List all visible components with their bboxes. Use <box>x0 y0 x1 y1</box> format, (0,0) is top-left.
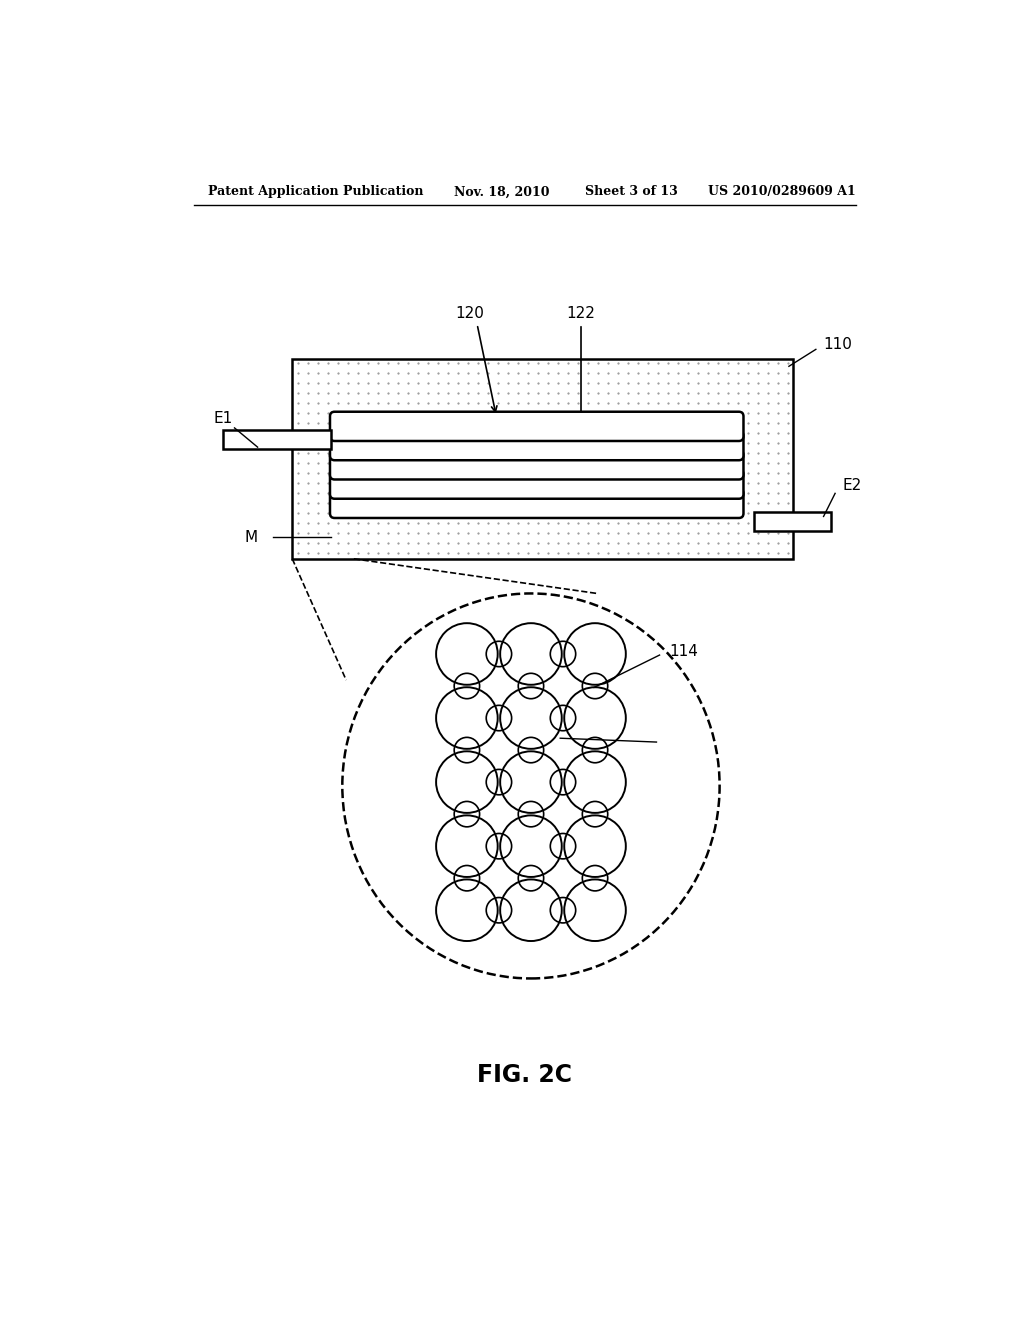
Bar <box>755 512 831 532</box>
Text: 114: 114 <box>670 644 698 659</box>
Text: 120: 120 <box>455 306 483 322</box>
Ellipse shape <box>342 594 720 978</box>
FancyBboxPatch shape <box>330 450 743 479</box>
Text: E1: E1 <box>213 411 232 426</box>
FancyBboxPatch shape <box>330 470 743 499</box>
Text: Patent Application Publication: Patent Application Publication <box>208 185 423 198</box>
Text: FIG. 2C: FIG. 2C <box>477 1063 572 1086</box>
FancyBboxPatch shape <box>330 488 743 517</box>
FancyBboxPatch shape <box>330 432 743 461</box>
Text: Nov. 18, 2010: Nov. 18, 2010 <box>454 185 550 198</box>
FancyBboxPatch shape <box>330 412 743 441</box>
Bar <box>223 430 331 449</box>
Text: US 2010/0289609 A1: US 2010/0289609 A1 <box>708 185 856 198</box>
Text: 110: 110 <box>823 337 852 352</box>
Text: Sheet 3 of 13: Sheet 3 of 13 <box>585 185 678 198</box>
Text: 122: 122 <box>566 306 595 322</box>
Text: E2: E2 <box>843 478 862 494</box>
Text: M: M <box>245 529 258 545</box>
Text: 112: 112 <box>667 734 695 750</box>
Bar <box>292 359 793 558</box>
